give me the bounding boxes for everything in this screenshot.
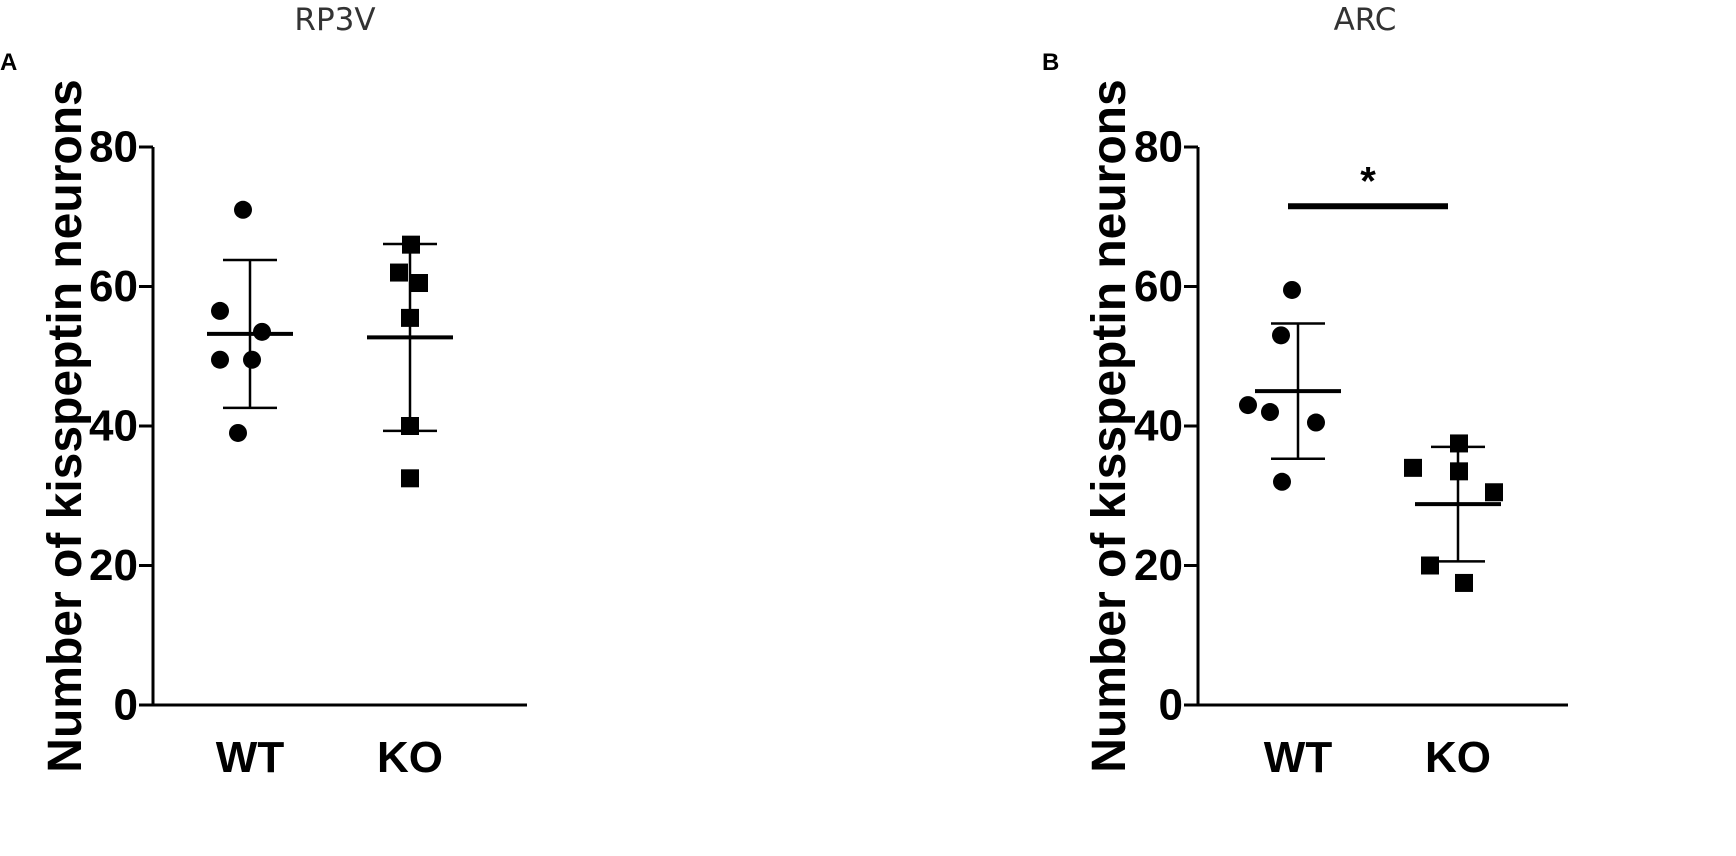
- data-point-square: [1450, 462, 1468, 481]
- series-ko: [367, 235, 453, 488]
- x-category-label: WT: [216, 733, 285, 782]
- y-axis-label: Number of kisspeptin neurons: [39, 79, 92, 772]
- y-tick-label: 40: [89, 402, 138, 451]
- y-tick-label: 80: [1134, 123, 1183, 172]
- panel-letter: B: [1042, 49, 1059, 76]
- data-point-circle: [253, 322, 271, 341]
- data-point-square: [402, 235, 420, 254]
- y-axis-label: Number of kisspeptin neurons: [1083, 79, 1136, 772]
- y-tick-label: 0: [1159, 681, 1183, 730]
- y-tick-label: 60: [1134, 262, 1183, 311]
- data-point-square: [390, 263, 408, 282]
- series-wt: [1239, 280, 1341, 491]
- significance-label: *: [1360, 159, 1376, 203]
- data-point-square: [1450, 434, 1468, 453]
- data-point-circle: [1307, 413, 1325, 432]
- data-point-square: [1421, 556, 1439, 575]
- series-wt: [207, 200, 293, 442]
- data-point-circle: [211, 301, 229, 320]
- panel-title: RP3V: [294, 2, 375, 38]
- data-point-square: [401, 417, 419, 435]
- y-tick-label: 20: [1134, 541, 1183, 590]
- data-point-square: [410, 274, 428, 293]
- data-point-circle: [1261, 403, 1279, 422]
- data-point-circle: [1239, 396, 1257, 415]
- chart-panel-rp3v: RP3V A Number of kisspeptin neurons 0 20 40 60…: [0, 2, 527, 782]
- data-point-square: [401, 308, 419, 327]
- y-tick-label: 20: [89, 541, 138, 590]
- data-point-square: [1404, 458, 1422, 477]
- data-point-circle: [211, 350, 229, 369]
- y-tick-label: 80: [89, 123, 138, 172]
- data-point-circle: [234, 200, 252, 219]
- data-point-circle: [229, 423, 247, 442]
- x-category-label: WT: [1264, 733, 1333, 782]
- x-category-label: KO: [1425, 733, 1491, 782]
- data-point-circle: [1273, 472, 1291, 491]
- y-tick-label: 0: [114, 681, 138, 730]
- series-ko: [1404, 434, 1503, 592]
- data-point-circle: [1283, 280, 1301, 299]
- panel-title: ARC: [1334, 2, 1397, 38]
- data-point-square: [1485, 483, 1503, 502]
- data-point-square: [1455, 573, 1473, 592]
- panel-letter: A: [0, 49, 17, 76]
- data-point-square: [401, 469, 419, 488]
- chart-panel-arc: ARC B Number of kisspeptin neurons 0 20 40 60 8…: [1042, 2, 1568, 782]
- y-tick-label: 40: [1134, 402, 1183, 451]
- data-point-circle: [243, 350, 261, 369]
- y-tick-label: 60: [89, 262, 138, 311]
- x-category-label: KO: [377, 733, 443, 782]
- data-point-circle: [1272, 326, 1290, 345]
